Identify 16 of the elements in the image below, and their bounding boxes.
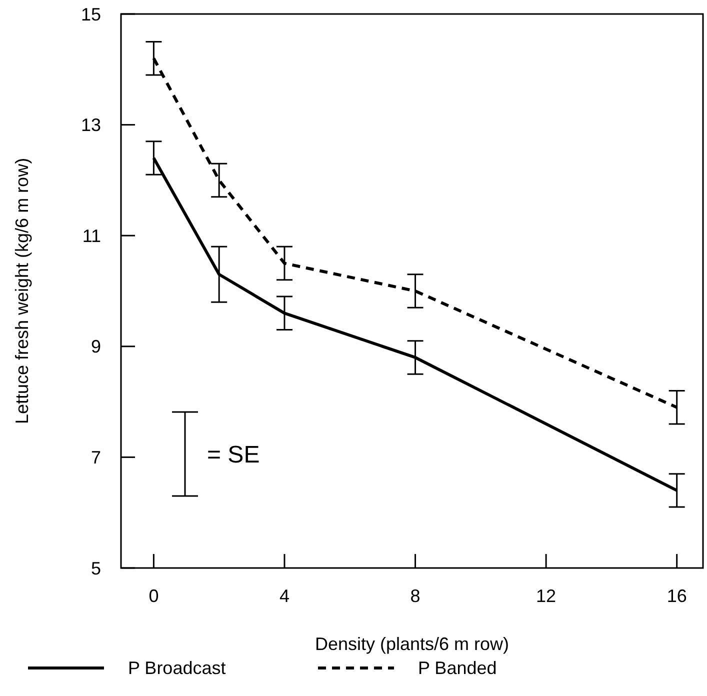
y-tick-label: 15 bbox=[80, 4, 101, 24]
legend-label: P Broadcast bbox=[128, 658, 226, 678]
y-axis-title: Lettuce fresh weight (kg/6 m row) bbox=[12, 158, 32, 424]
annotation: = SE bbox=[207, 441, 260, 468]
x-tick-label: 4 bbox=[279, 586, 290, 606]
legend-label: P Banded bbox=[418, 658, 497, 678]
x-tick-label: 12 bbox=[536, 586, 556, 606]
y-tick-label: 7 bbox=[90, 448, 101, 468]
y-tick-label: 9 bbox=[90, 336, 101, 357]
y-tick-label: 13 bbox=[80, 115, 101, 136]
x-tick-label: 0 bbox=[148, 586, 159, 606]
x-tick-label: 16 bbox=[666, 586, 687, 606]
x-axis-title: Density (plants/6 m row) bbox=[314, 634, 510, 654]
x-tick-label: 8 bbox=[410, 586, 420, 606]
y-tick-label: 5 bbox=[90, 558, 101, 578]
y-tick-label: 11 bbox=[82, 226, 101, 246]
